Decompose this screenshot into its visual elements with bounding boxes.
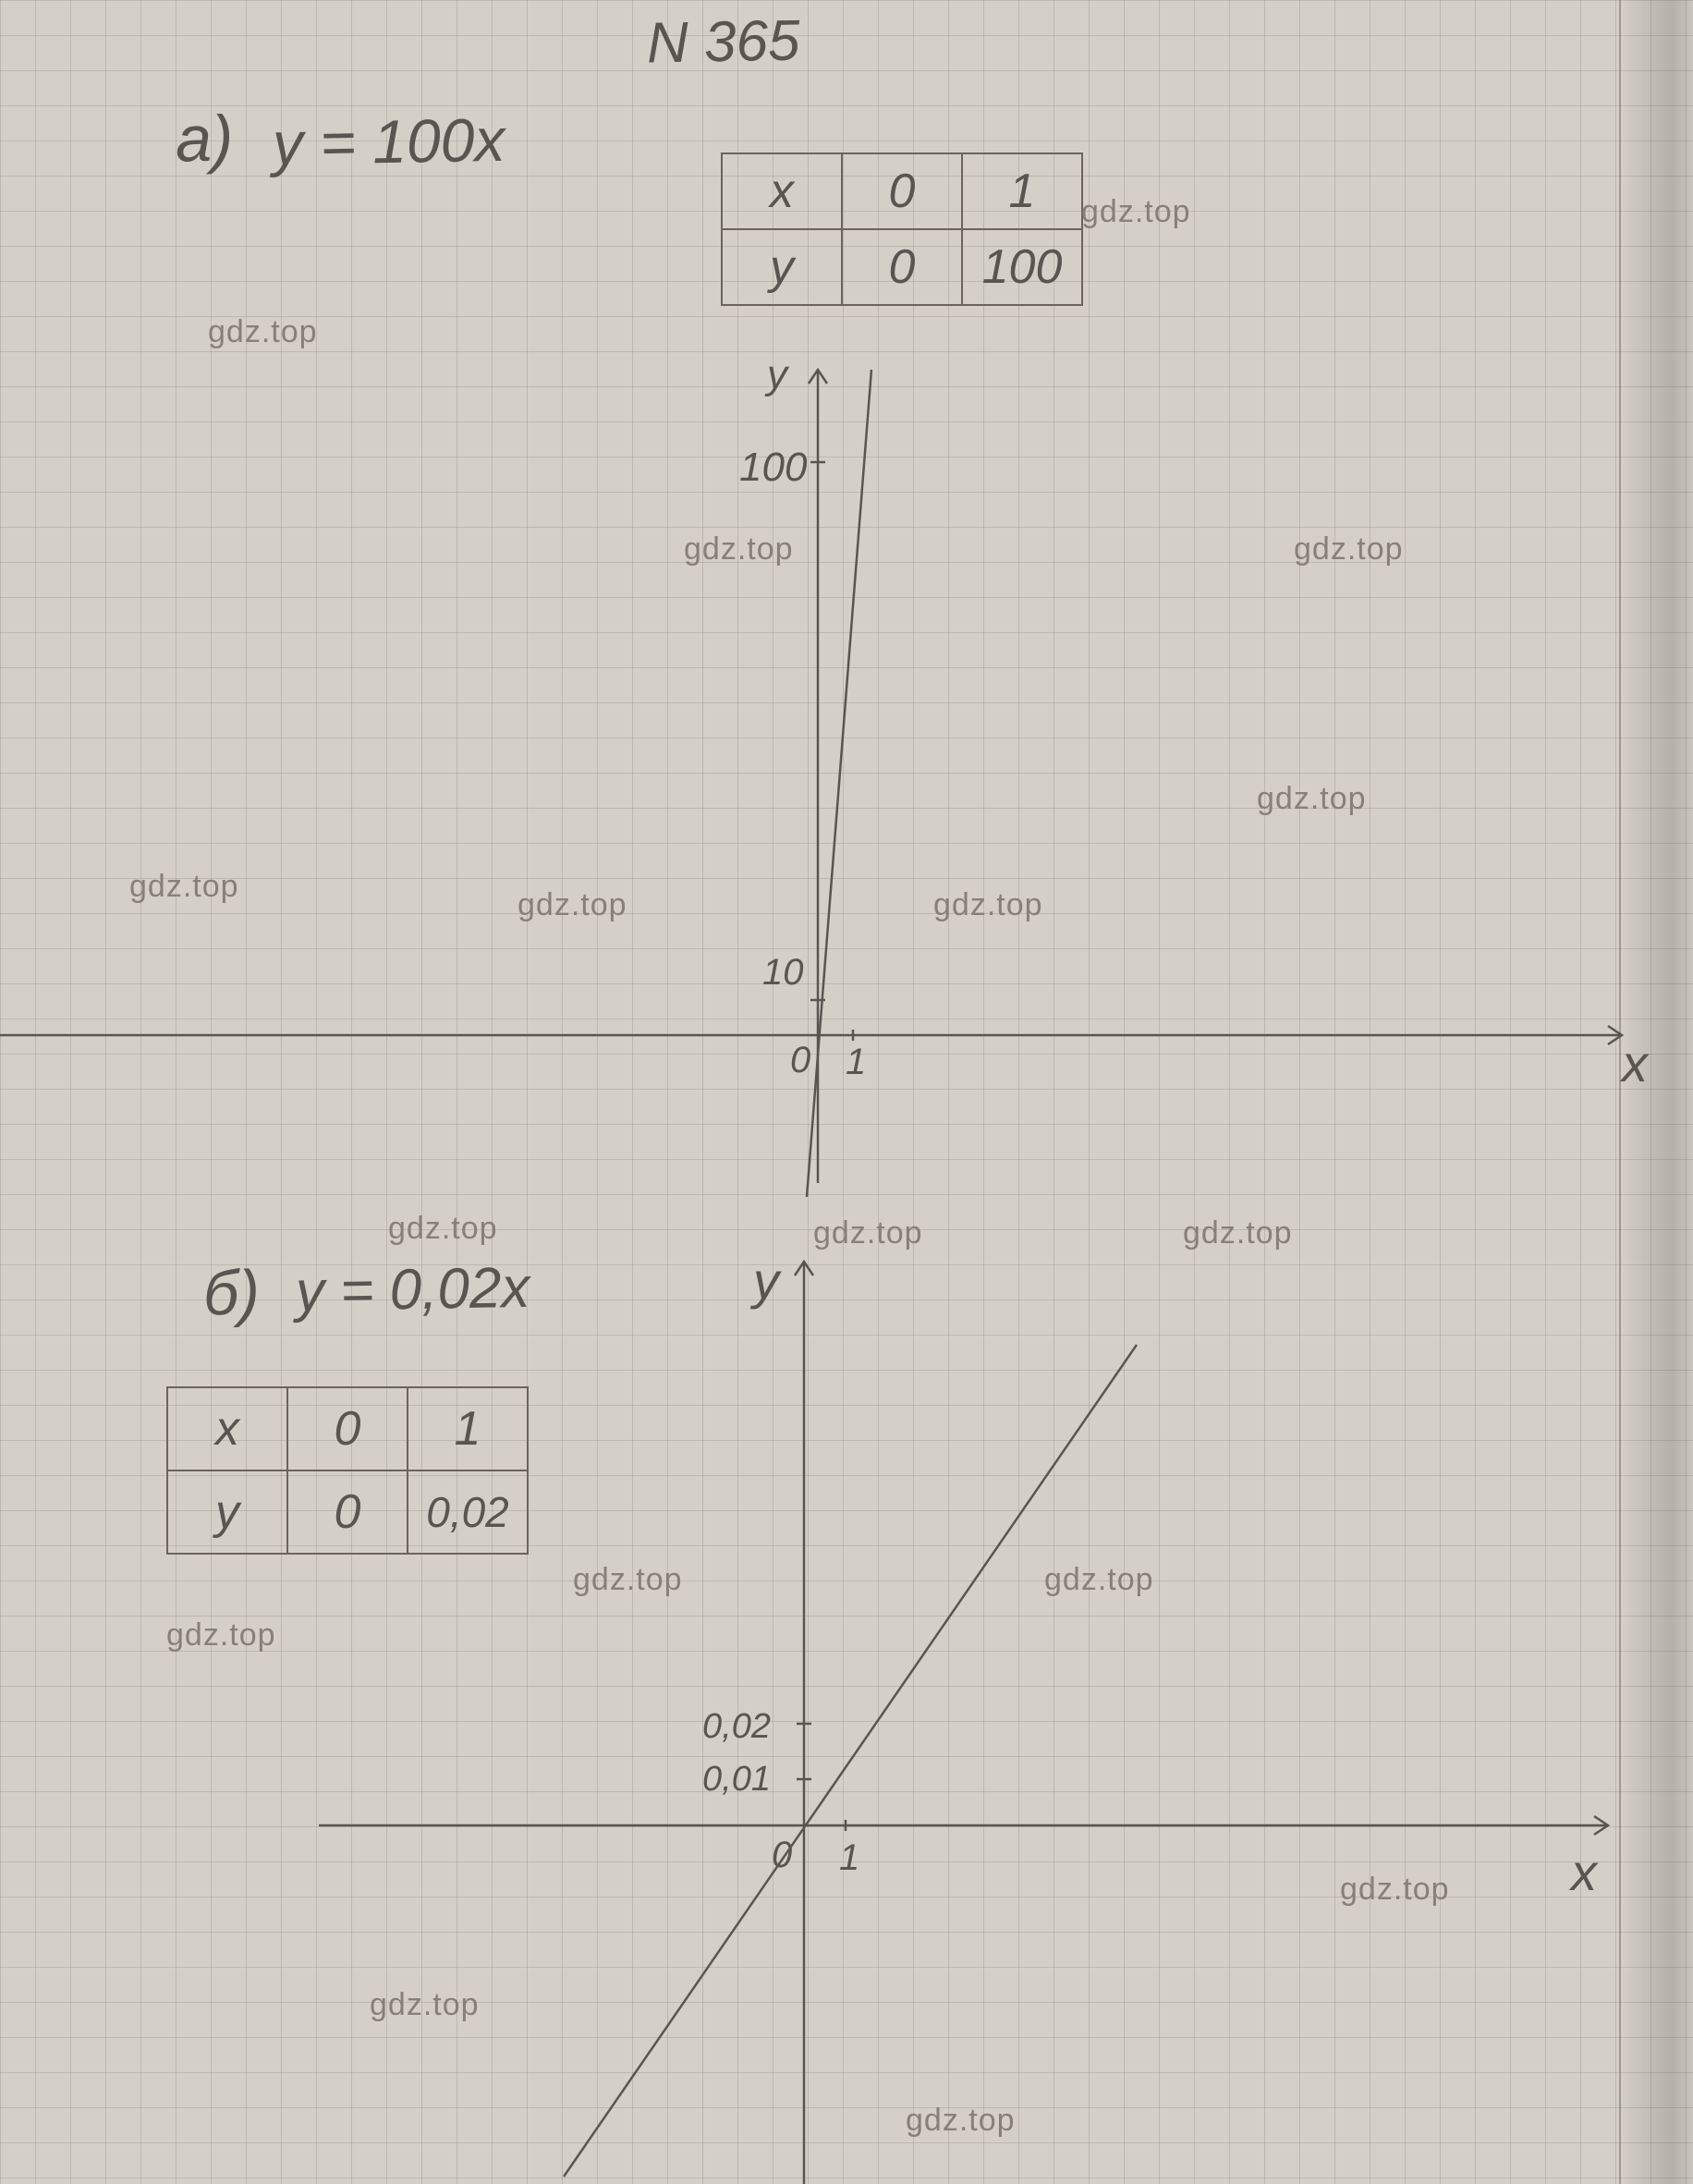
- x-axis-label: x: [1568, 1843, 1599, 1901]
- watermark: gdz.top: [1081, 194, 1191, 230]
- watermark: gdz.top: [684, 531, 794, 567]
- watermark: gdz.top: [1183, 1215, 1293, 1251]
- watermark: gdz.top: [906, 2103, 1016, 2139]
- y-tick-label: 0,02: [702, 1707, 771, 1746]
- x-tick-label: 1: [839, 1837, 859, 1878]
- watermark: gdz.top: [1340, 1872, 1450, 1908]
- watermark: gdz.top: [573, 1562, 683, 1598]
- watermark: gdz.top: [933, 887, 1043, 923]
- watermark: gdz.top: [166, 1617, 276, 1653]
- watermark: gdz.top: [388, 1211, 498, 1247]
- watermark: gdz.top: [518, 887, 627, 923]
- origin-label: 0: [772, 1835, 792, 1875]
- watermark: gdz.top: [1294, 531, 1404, 567]
- watermark: gdz.top: [208, 314, 318, 350]
- y-axis-label: y: [749, 1251, 782, 1310]
- watermark: gdz.top: [1044, 1562, 1154, 1598]
- watermark: gdz.top: [813, 1215, 923, 1251]
- watermark: gdz.top: [370, 1987, 480, 2023]
- y-tick-label: 0,01: [702, 1760, 771, 1799]
- watermark: gdz.top: [1257, 781, 1367, 817]
- watermark: gdz.top: [129, 869, 239, 905]
- plot-line: [564, 1345, 1137, 2177]
